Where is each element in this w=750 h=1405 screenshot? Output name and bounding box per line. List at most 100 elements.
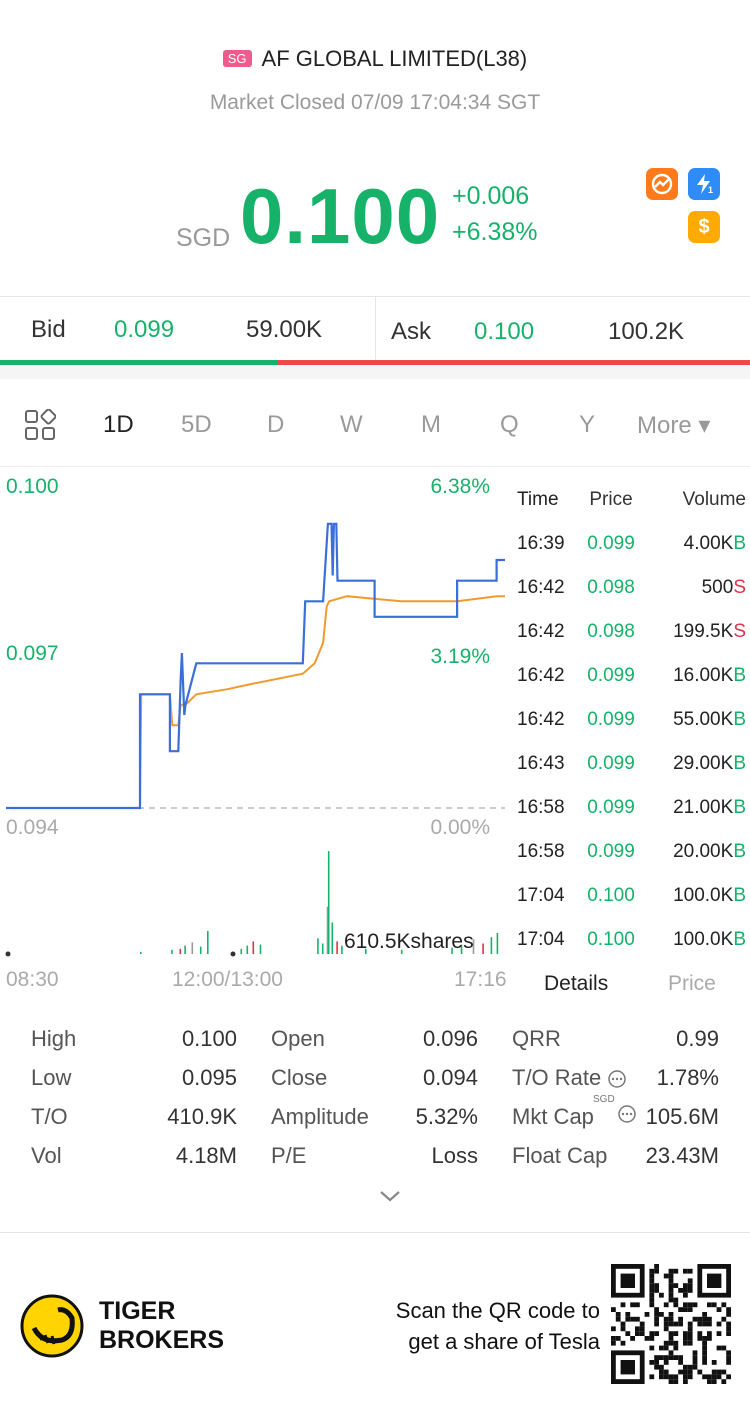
info-icon[interactable] bbox=[607, 1069, 627, 1089]
stat-value: 23.43M bbox=[645, 1143, 719, 1168]
lightning-icon[interactable]: 1 bbox=[688, 168, 720, 200]
price-line bbox=[6, 522, 505, 810]
volume-bar bbox=[400, 949, 403, 954]
bid-ratio-bar bbox=[0, 360, 278, 365]
trade-volume: 16.00KB bbox=[673, 665, 746, 686]
ask-ratio-bar bbox=[277, 360, 750, 365]
trade-chart-icon[interactable] bbox=[646, 168, 678, 200]
volume-bar bbox=[191, 942, 194, 954]
tab-year[interactable]: Y bbox=[579, 411, 596, 438]
volume-bar bbox=[199, 946, 202, 954]
volume-bar bbox=[341, 945, 343, 954]
stat-label: Vol bbox=[31, 1143, 62, 1168]
trade-side-badge: B bbox=[733, 841, 746, 862]
volume-bar bbox=[321, 943, 324, 954]
stat-label: Close bbox=[271, 1065, 328, 1090]
stat-value: 0.095 bbox=[181, 1065, 237, 1090]
volume-bar bbox=[184, 945, 186, 954]
volume-bar bbox=[240, 948, 243, 955]
dollar-icon[interactable]: $ bbox=[688, 211, 720, 243]
tab-1d[interactable]: 1D bbox=[103, 411, 134, 438]
volume-bar bbox=[460, 944, 463, 954]
volume-bar bbox=[179, 948, 182, 955]
trade-time: 16:42 bbox=[517, 665, 565, 686]
stat-label: T/O Rate bbox=[512, 1065, 602, 1090]
stat-label: High bbox=[31, 1026, 77, 1051]
brand-name-line2: BROKERS bbox=[99, 1326, 225, 1354]
session-dot bbox=[230, 951, 236, 957]
trade-ticker[interactable]: Time Price Volume 16:39 0.099 4.00KB 16:42 0… bbox=[512, 478, 750, 962]
trade-volume: 100.0KB bbox=[673, 885, 746, 906]
volume-bar bbox=[171, 949, 173, 954]
volume-bar bbox=[207, 930, 209, 954]
trade-volume: 500S bbox=[701, 577, 746, 598]
x-tick-break: 12:00/13:00 bbox=[172, 968, 283, 991]
volume-bar bbox=[496, 933, 499, 954]
trade-time: 17:04 bbox=[517, 885, 565, 906]
pct-tick-low: 0.00% bbox=[430, 816, 490, 839]
divider bbox=[0, 466, 750, 467]
trade-side-badge: B bbox=[733, 797, 746, 818]
tab-details[interactable]: Details bbox=[544, 972, 609, 995]
header-volume: Volume bbox=[682, 489, 746, 510]
header-time: Time bbox=[517, 489, 559, 510]
info-icon[interactable] bbox=[617, 1104, 637, 1124]
trade-time: 16:42 bbox=[517, 621, 565, 642]
stat-label: Low bbox=[31, 1065, 72, 1090]
x-tick-open: 08:30 bbox=[6, 968, 59, 991]
tab-price-levels[interactable]: Price bbox=[668, 972, 716, 995]
trade-time: 16:42 bbox=[517, 577, 565, 598]
trade-volume: 199.5KS bbox=[673, 621, 746, 642]
tab-month[interactable]: M bbox=[421, 411, 441, 438]
header-price: Price bbox=[589, 489, 633, 510]
tab-week[interactable]: W bbox=[340, 411, 363, 438]
tab-quarter[interactable]: Q bbox=[500, 411, 519, 438]
stock-name: AF GLOBAL LIMITED(L38) bbox=[261, 46, 528, 71]
tab-5d[interactable]: 5D bbox=[181, 411, 212, 438]
volume-bar bbox=[336, 941, 338, 954]
bid-label: Bid bbox=[31, 316, 66, 343]
promo-text-line1: Scan the QR code to bbox=[395, 1298, 600, 1323]
stat-label: Amplitude bbox=[271, 1104, 369, 1129]
ask-volume: 100.2K bbox=[608, 318, 685, 345]
volume-bar bbox=[472, 939, 475, 954]
trade-price: 0.100 bbox=[587, 929, 635, 950]
chevron-down-icon[interactable] bbox=[377, 1188, 403, 1204]
volume-bar bbox=[252, 941, 255, 954]
trade-side-badge: B bbox=[733, 665, 746, 686]
last-price: 0.100 bbox=[240, 172, 441, 260]
price-change-percent: +6.38% bbox=[452, 218, 538, 246]
divider bbox=[375, 296, 376, 360]
trade-side-badge: B bbox=[733, 929, 746, 950]
intraday-chart[interactable]: 0.100 0.097 0.094 6.38% 3.19% 0.00% 610.… bbox=[0, 466, 512, 966]
stat-label: Float Cap bbox=[512, 1143, 608, 1168]
brand-name-line1: TIGER bbox=[99, 1297, 176, 1325]
trade-side-badge: S bbox=[733, 621, 746, 642]
volume-bar bbox=[327, 851, 330, 954]
chart-layout-icon[interactable] bbox=[24, 408, 57, 441]
qr-code-icon[interactable] bbox=[611, 1264, 731, 1384]
trade-time: 16:39 bbox=[517, 533, 565, 554]
volume-bar bbox=[482, 943, 484, 954]
ask-price: 0.100 bbox=[474, 318, 535, 345]
volume-bar bbox=[326, 906, 329, 955]
stock-title: SG AF GLOBAL LIMITED(L38) bbox=[0, 46, 750, 72]
stat-value: 0.096 bbox=[422, 1026, 478, 1051]
stat-label: P/E bbox=[271, 1143, 307, 1168]
promo-text-line2: get a share of Tesla bbox=[408, 1329, 600, 1354]
volume-bar bbox=[140, 951, 142, 954]
stat-label: T/O bbox=[31, 1104, 68, 1129]
mkt-cap-currency: SGD bbox=[593, 1094, 615, 1105]
tab-more-dropdown[interactable]: More ▾ bbox=[637, 412, 711, 439]
trade-header: Time Price Volume bbox=[512, 478, 750, 522]
trade-volume: 100.0KB bbox=[673, 929, 746, 950]
tab-day[interactable]: D bbox=[267, 411, 285, 438]
y-tick-high: 0.100 bbox=[6, 475, 59, 498]
stat-value: 105.6M bbox=[645, 1104, 719, 1129]
trade-row: 17:04 0.100 100.0KB bbox=[512, 918, 750, 962]
trade-row: 16:58 0.099 20.00KB bbox=[512, 830, 750, 874]
trade-price: 0.099 bbox=[587, 753, 635, 774]
stat-value: 4.18M bbox=[175, 1143, 237, 1168]
stat-value: 1.78% bbox=[656, 1065, 719, 1090]
ask-label: Ask bbox=[391, 318, 432, 345]
